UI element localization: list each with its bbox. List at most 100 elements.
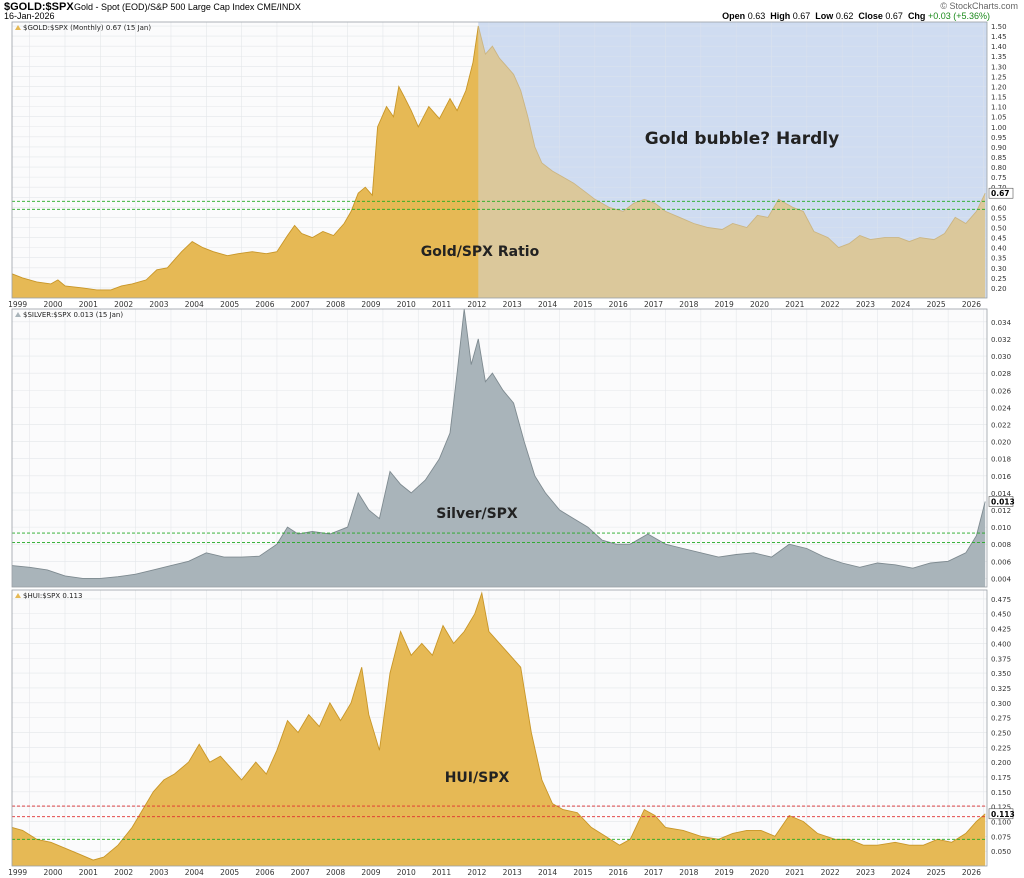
x-tick-label: 2022 [821,868,840,877]
y-tick-label: 0.350 [991,670,1011,678]
y-tick-label: 1.40 [991,43,1007,51]
y-tick-label: 0.014 [991,490,1012,498]
x-tick-label: 1999 [8,868,27,877]
y-tick-label: 0.300 [991,700,1011,708]
y-tick-label: 1.50 [991,23,1007,31]
chart-header: $GOLD:$SPX Gold - Spot (EOD)/S&P 500 Lar… [0,0,1024,22]
x-tick-label: 2020 [750,300,769,309]
last-value-label: 0.013 [991,497,1015,506]
y-tick-label: 0.90 [991,144,1007,152]
y-tick-label: 0.95 [991,134,1007,142]
gold-series-label: Gold/SPX Ratio [421,244,540,260]
x-tick-label: 2005 [220,868,239,877]
y-tick-label: 0.275 [991,715,1011,723]
legend-label: $HUI:$SPX 0.113 [23,592,82,600]
symbol-description: Gold - Spot (EOD)/S&P 500 Large Cap Inde… [74,2,301,12]
legend-swatch-icon [15,312,21,317]
open-value: 0.63 [747,11,766,21]
x-tick-label: 2008 [326,300,345,309]
low-label: Low [815,11,834,21]
silver-series-label: Silver/SPX [436,506,518,522]
y-tick-label: 0.100 [991,818,1011,826]
legend-label: $SILVER:$SPX 0.013 (15 Jan) [23,311,123,319]
gold-line-series [11,25,986,291]
x-tick-label: 2009 [361,868,380,877]
silver-panel: 0.004 0.006 0.008 0.010 0.012 0.014 0.016 0.018… [11,308,1015,588]
panel-border [11,21,988,299]
shaded-overlay [478,22,987,298]
y-tick-label: 0.026 [991,387,1012,395]
y-tick-label: 0.425 [991,626,1011,634]
y-tick-label: 0.022 [991,421,1011,429]
x-tick-label: 2025 [927,868,946,877]
gold-panel: 0.200.250.300.350.400.450.500.550.600.70… [8,21,1014,309]
y-tick-label: 0.010 [991,524,1011,532]
close-label: Close [858,11,883,21]
y-tick-label: 0.400 [991,640,1011,648]
x-tick-label: 2001 [79,300,98,309]
chg-value: +0.03 (+5.36%) [927,11,990,21]
y-tick-label: 0.475 [991,596,1011,604]
x-tick-label: 2006 [255,868,274,877]
last-value-box [988,496,1014,507]
x-tick-label: 2019 [715,868,734,877]
stockcharts-brand[interactable]: © StockCharts.com [940,1,1018,11]
y-tick-label: 0.35 [991,255,1007,263]
x-tick-label: 2010 [397,868,416,877]
y-tick-label: 0.004 [991,575,1012,583]
legend-swatch-icon [15,593,21,598]
last-value-label: 0.67 [991,189,1010,198]
y-tick-label: 0.225 [991,744,1011,752]
x-tick-label: 2000 [43,300,62,309]
chg-label: Chg [907,11,926,21]
x-tick-label: 2017 [644,300,663,309]
y-tick-label: 0.175 [991,774,1011,782]
y-tick-label: 1.20 [991,83,1007,91]
x-tick-label: 2018 [679,300,698,309]
hui-panel: 0.050 0.075 0.100 0.125 0.150 0.175 0.200 0.225… [8,589,1015,877]
x-tick-label: 2018 [679,868,698,877]
x-tick-label: 2022 [821,300,840,309]
x-tick-label: 2008 [326,868,345,877]
x-tick-label: 2011 [432,868,451,877]
y-tick-label: 0.200 [991,759,1011,767]
gold-area-series [12,26,986,298]
y-tick-label: 1.15 [991,94,1007,102]
x-tick-label: 2016 [609,868,628,877]
y-tick-label: 0.018 [991,456,1011,464]
x-tick-label: 2002 [114,300,133,309]
y-tick-label: 0.008 [991,541,1011,549]
y-tick-label: 0.016 [991,473,1012,481]
x-tick-label: 2017 [644,868,663,877]
y-tick-label: 0.012 [991,507,1011,515]
low-value: 0.62 [835,11,854,21]
panel-border [11,589,988,867]
x-tick-label: 2014 [538,300,557,309]
last-value-box [988,808,1014,820]
x-tick-label: 2007 [291,300,310,309]
symbol-title: $GOLD:$SPX [4,1,74,13]
y-tick-label: 1.10 [991,104,1007,112]
y-tick-label: 0.028 [991,370,1011,378]
x-tick-label: 2002 [114,868,133,877]
y-tick-label: 0.375 [991,655,1011,663]
y-tick-label: 0.020 [991,439,1011,447]
x-tick-label: 2013 [503,300,522,309]
x-tick-label: 2007 [291,868,310,877]
silver-area-series [12,309,986,587]
x-tick-label: 2025 [927,300,946,309]
y-tick-label: 1.35 [991,53,1007,61]
silver-line-series [11,308,986,579]
y-tick-label: 0.325 [991,685,1011,693]
x-tick-label: 2016 [609,300,628,309]
high-label: High [770,11,791,21]
legend-swatch-icon [15,25,21,30]
y-tick-label: 1.00 [991,124,1007,132]
y-tick-label: 0.20 [991,285,1007,293]
high-value: 0.67 [792,11,811,21]
legend-label: $GOLD:$SPX (Monthly) 0.67 (15 Jan) [23,24,151,32]
panel-border [11,308,988,588]
x-tick-label: 2023 [856,300,875,309]
y-tick-label: 0.450 [991,611,1011,619]
